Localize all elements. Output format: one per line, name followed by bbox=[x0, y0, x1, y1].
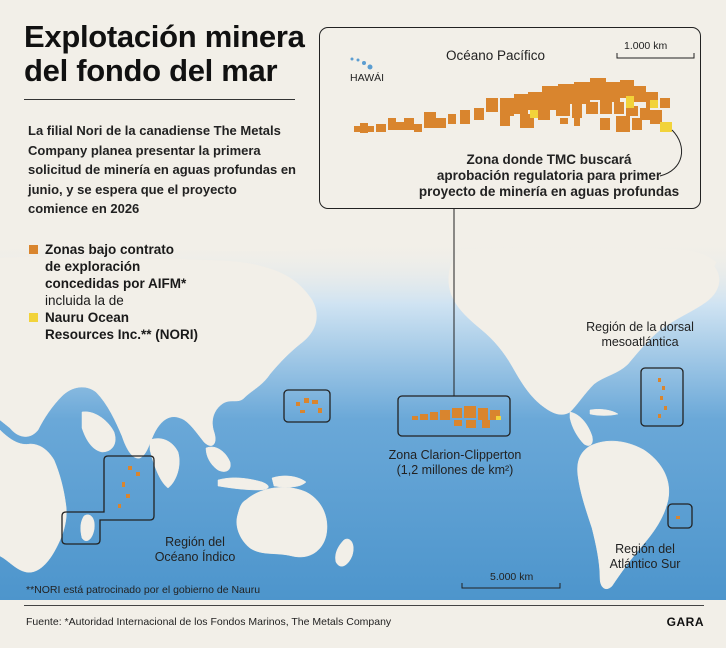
hawaii-label: HAWÁI bbox=[350, 72, 385, 84]
south-atlantic-label: Región del Atlántico Sur bbox=[590, 542, 700, 572]
inset-callout: Zona donde TMC buscará aprobación regula… bbox=[394, 152, 704, 200]
cuba bbox=[589, 408, 619, 416]
legend-swatch-contract bbox=[29, 245, 38, 254]
atlantic-ridge-line-1: Región de la dorsal bbox=[586, 320, 694, 334]
india bbox=[149, 438, 180, 489]
inset-scale-label: 1.000 km bbox=[624, 40, 668, 52]
africa bbox=[0, 429, 67, 573]
map-nori-zone bbox=[496, 416, 501, 420]
intro-text: La filial Nori de la canadiense The Meta… bbox=[28, 123, 296, 216]
title-line-1: Explotación minera bbox=[24, 19, 305, 54]
greenland bbox=[663, 249, 717, 279]
brand-logo: GARA bbox=[666, 615, 704, 629]
frame-western-pacific bbox=[283, 389, 331, 423]
indian-ocean-label: Región del Océano Índico bbox=[140, 535, 250, 565]
legend-contract-line-3: concedidas por AIFM* bbox=[45, 276, 187, 291]
ccz-label: Zona Clarion-Clipperton (1,2 millones de… bbox=[360, 448, 550, 478]
source-note: Fuente: *Autoridad Internacional de los … bbox=[26, 616, 392, 628]
footer-divider bbox=[24, 605, 704, 606]
eurasia bbox=[0, 256, 317, 459]
footnote: **NORI está patrocinado por el gobierno … bbox=[26, 584, 261, 596]
legend-item-contract: Zonas bajo contrato de exploración conce… bbox=[45, 241, 275, 343]
inset-callout-line-3: proyecto de minería en aguas profundas bbox=[418, 184, 680, 199]
indian-ocean-line-2: Océano Índico bbox=[154, 550, 236, 564]
madagascar bbox=[80, 514, 95, 541]
legend-nori-line-2: Resources Inc.** (NORI) bbox=[45, 327, 199, 342]
south-atlantic-line-1: Región del bbox=[615, 542, 675, 556]
page-title: Explotación minera del fondo del mar bbox=[24, 20, 314, 88]
frame-indian-ocean bbox=[61, 455, 155, 545]
title-line-2: del fondo del mar bbox=[24, 53, 278, 88]
legend-swatch-nori bbox=[29, 313, 38, 322]
arabia bbox=[81, 411, 116, 453]
map-scale-bar bbox=[461, 583, 561, 589]
australia bbox=[236, 487, 328, 558]
map-contract-zones bbox=[118, 378, 680, 519]
title-divider bbox=[24, 99, 295, 100]
frame-south-atlantic bbox=[667, 503, 693, 529]
inset-callout-line-2: aprobación regulatoria para primer bbox=[436, 168, 662, 183]
legend-contract-line-1: Zonas bajo contrato bbox=[45, 242, 175, 257]
south-atlantic-line-2: Atlántico Sur bbox=[609, 557, 681, 571]
japan bbox=[256, 322, 273, 350]
ccz-label-line-2: (1,2 millones de km²) bbox=[396, 463, 514, 477]
indian-ocean-line-1: Región del bbox=[165, 535, 225, 549]
region-frames bbox=[61, 367, 693, 545]
central-america bbox=[569, 411, 593, 446]
southeast-asia bbox=[205, 446, 231, 472]
inset-callout-line-1: Zona donde TMC buscará bbox=[466, 152, 632, 167]
legend-nori-line-1: Nauru Ocean bbox=[45, 310, 130, 325]
map-scale-label: 5.000 km bbox=[490, 571, 534, 583]
frame-clarion-clipperton bbox=[397, 395, 511, 437]
south-america bbox=[577, 440, 670, 589]
atlantic-ridge-label: Región de la dorsal mesoatlántica bbox=[570, 320, 710, 350]
legend-contract-line-4: incluida la de bbox=[45, 293, 124, 308]
new-guinea bbox=[271, 475, 307, 488]
frame-mid-atlantic bbox=[640, 367, 684, 427]
pacific-ocean-label: Océano Pacífico bbox=[446, 48, 546, 63]
landmasses bbox=[0, 247, 720, 589]
legend-contract-line-2: de exploración bbox=[45, 259, 141, 274]
ccz-label-line-1: Zona Clarion-Clipperton bbox=[388, 448, 522, 462]
new-zealand bbox=[335, 538, 354, 567]
atlantic-ridge-line-2: mesoatlántica bbox=[601, 335, 679, 349]
indonesia bbox=[217, 477, 269, 491]
